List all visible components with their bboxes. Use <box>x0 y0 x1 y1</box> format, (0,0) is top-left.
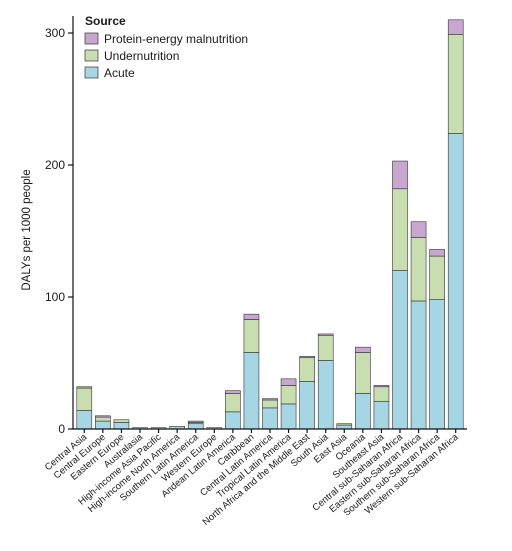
y-tick-label: 0 <box>58 422 65 436</box>
bar-stack <box>410 221 427 433</box>
bar-segment <box>447 133 464 430</box>
bar-segment <box>76 410 93 430</box>
bar-segment <box>317 334 334 361</box>
bar-stack <box>262 398 278 433</box>
bar-segment <box>280 385 297 405</box>
y-tick-labels: 0 100 200 300 <box>45 26 65 436</box>
bar-stack <box>373 385 390 433</box>
bar-segment <box>262 407 278 430</box>
y-tick-label: 300 <box>45 26 65 40</box>
bar-segment <box>76 386 93 389</box>
bar-segment <box>76 387 93 411</box>
bar-segment <box>262 398 278 401</box>
bar-segment <box>243 313 260 320</box>
bar-segment <box>113 419 130 423</box>
bar-stack <box>447 19 464 433</box>
bar-stack <box>317 333 334 433</box>
bar-stack <box>169 426 185 433</box>
bar-segment <box>410 221 427 238</box>
y-tick-label: 100 <box>45 290 65 304</box>
y-tick-label: 200 <box>45 158 65 172</box>
y-axis-label: DALYs per 1000 people <box>21 169 33 290</box>
bar-stack <box>95 415 111 433</box>
bar-segment <box>336 423 353 426</box>
bar-segment <box>225 390 241 394</box>
bar-stack <box>243 313 260 433</box>
bar-stack <box>225 390 241 433</box>
bar-segment <box>392 270 408 430</box>
bar-segment <box>95 420 111 430</box>
bar-stack <box>280 378 297 433</box>
bar-segment <box>373 385 390 388</box>
bar-stack <box>429 249 445 433</box>
bar-segment <box>355 346 371 353</box>
bar-segment <box>187 420 204 423</box>
bar-segment <box>317 333 334 336</box>
bar-segment <box>429 249 445 257</box>
bar-segment <box>392 188 408 271</box>
bar-segment <box>447 19 464 35</box>
legend-entry-label: Protein-energy malnutrition <box>104 32 248 46</box>
legend-swatch <box>84 66 99 79</box>
bar-segment <box>225 411 241 430</box>
y-tick-marks <box>68 32 73 430</box>
bar-segment <box>95 415 111 418</box>
bar-stack <box>336 423 353 433</box>
bar-segment <box>299 381 315 430</box>
legend-title: Source <box>85 14 126 28</box>
bar-segment <box>317 360 334 430</box>
legend-swatch <box>84 49 99 62</box>
bar-segment <box>299 356 315 359</box>
bar-segment <box>187 423 204 430</box>
bar-stack <box>355 346 371 433</box>
bar-stack <box>113 419 130 433</box>
bar-segment <box>355 352 371 394</box>
bar-stack <box>76 386 93 433</box>
bar-segment <box>410 237 427 302</box>
bar-segment <box>113 422 130 430</box>
legend: Source Protein-energy malnutrition Undern… <box>84 14 248 80</box>
bar-segment <box>299 357 315 382</box>
bar-stack <box>392 160 408 433</box>
bar-segment <box>95 416 111 422</box>
bar-segment <box>280 403 297 430</box>
legend-swatch <box>84 32 99 45</box>
bars <box>76 19 464 433</box>
bar-segment <box>429 255 445 300</box>
bar-stack <box>187 420 204 433</box>
bar-segment <box>392 160 408 190</box>
bar-segment <box>243 319 260 353</box>
legend-entry-label: Undernutrition <box>104 49 179 63</box>
bar-segment <box>262 399 278 409</box>
bar-stack <box>299 356 315 433</box>
bar-segment <box>373 400 390 430</box>
bar-segment <box>410 300 427 430</box>
bar-segment <box>447 34 464 134</box>
bar-segment <box>355 393 371 430</box>
bar-segment <box>225 393 241 413</box>
bar-segment <box>243 352 260 430</box>
bar-segment <box>429 299 445 430</box>
bar-segment <box>373 386 390 402</box>
bar-segment <box>280 378 297 386</box>
legend-entry-label: Acute <box>104 66 135 80</box>
